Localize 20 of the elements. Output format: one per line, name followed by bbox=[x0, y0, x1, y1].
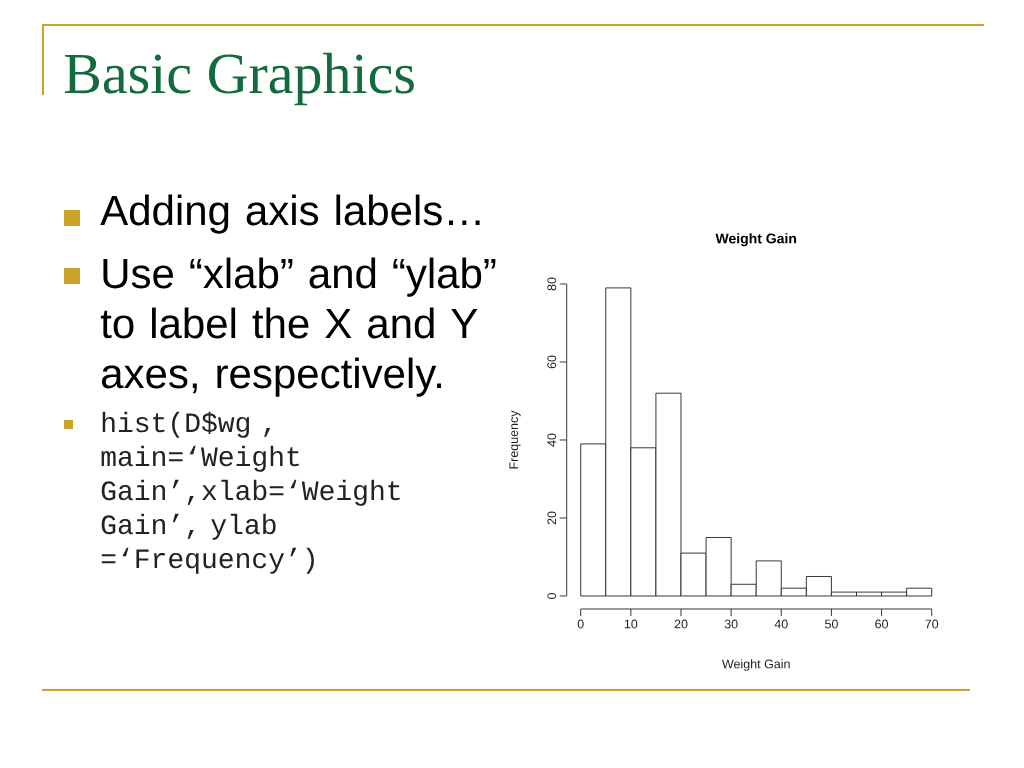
y-tick-label: 20 bbox=[547, 511, 557, 525]
x-tick-label: 20 bbox=[674, 619, 688, 629]
x-tick-label: 60 bbox=[875, 619, 889, 629]
text: Adding axis labels… bbox=[100, 194, 480, 234]
x-tick-label: 40 bbox=[774, 619, 788, 629]
text: Use “xlab” and “ylab” to label the X and Y axes, respectively. bbox=[100, 257, 496, 397]
text: Basic Graphics bbox=[64, 52, 414, 106]
text: hist(D$wg , main=‘Weight Gain’,xlab=‘Weight Gain’, ylab =‘Frequency’) bbox=[101, 411, 400, 574]
x-tick-label: 30 bbox=[724, 619, 738, 629]
x-tick-label: 0 bbox=[577, 619, 584, 629]
x-tick-label: 10 bbox=[624, 619, 638, 629]
y-axis-title: Frequency bbox=[509, 410, 521, 469]
y-tick-label: 0 bbox=[547, 593, 557, 599]
chart-title: Weight Gain bbox=[715, 233, 797, 247]
x-tick-label: 50 bbox=[824, 619, 838, 629]
x-tick-label: 70 bbox=[925, 619, 939, 629]
x-axis-title: Weight Gain bbox=[721, 659, 790, 671]
y-tick-label: 80 bbox=[547, 277, 557, 291]
y-tick-label: 60 bbox=[547, 355, 557, 369]
y-tick-label: 40 bbox=[547, 433, 557, 447]
